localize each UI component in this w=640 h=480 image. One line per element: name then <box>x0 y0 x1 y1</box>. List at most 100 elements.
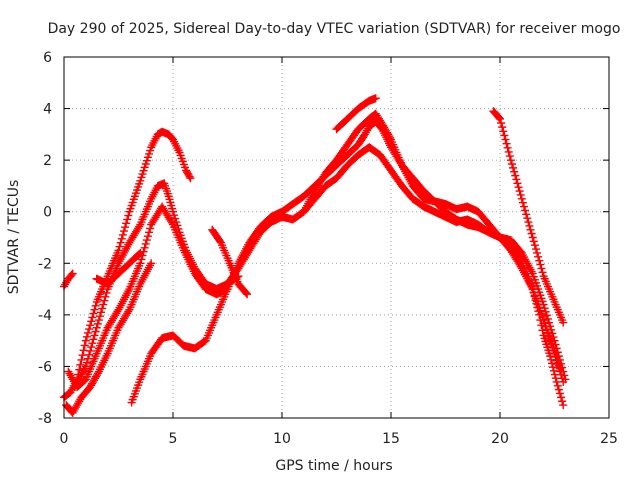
data-point-marker <box>552 344 561 353</box>
data-point-marker <box>545 318 554 327</box>
data-point-marker <box>548 363 557 372</box>
data-point-marker <box>116 238 125 247</box>
data-point-marker <box>124 307 133 316</box>
data-point-marker <box>543 314 552 323</box>
data-point-marker <box>121 223 130 232</box>
data-point-marker <box>500 131 509 140</box>
data-point-marker <box>535 256 544 265</box>
data-point-marker <box>536 260 545 269</box>
data-point-marker <box>94 316 103 325</box>
data-point-marker <box>147 259 156 268</box>
data-point-marker <box>524 218 533 227</box>
data-point-marker <box>186 174 195 183</box>
data-point-marker <box>537 264 546 273</box>
data-point-marker <box>81 336 90 345</box>
data-point-marker <box>90 376 99 385</box>
data-point-marker <box>531 296 540 305</box>
data-point-marker <box>87 381 96 390</box>
series-arc-1 <box>60 269 77 291</box>
data-point-marker <box>559 367 568 376</box>
data-point-marker <box>557 393 566 402</box>
data-point-marker <box>90 331 99 340</box>
data-point-marker <box>382 126 391 135</box>
x-axis-label: GPS time / hours <box>275 458 392 474</box>
x-tick-label: 25 <box>600 431 618 447</box>
data-point-marker <box>533 248 542 257</box>
data-point-marker <box>88 379 97 388</box>
x-tick-label: 0 <box>60 431 69 447</box>
y-tick-label: 6 <box>43 50 52 66</box>
data-point-marker <box>554 385 563 394</box>
data-point-marker <box>95 312 104 321</box>
data-point-marker <box>533 303 542 312</box>
data-point-marker <box>136 259 145 268</box>
data-point-marker <box>89 377 98 386</box>
series-arc-13 <box>485 228 570 384</box>
data-point-marker <box>515 187 524 196</box>
data-point-marker <box>90 305 99 314</box>
data-point-marker <box>76 360 85 369</box>
data-point-marker <box>517 194 526 203</box>
data-point-marker <box>513 179 522 188</box>
data-point-marker <box>88 339 97 348</box>
y-tick-label: -6 <box>38 359 52 375</box>
data-point-marker <box>547 325 556 334</box>
data-point-marker <box>501 135 510 144</box>
data-point-marker <box>497 119 506 128</box>
data-point-marker <box>89 309 98 318</box>
data-point-marker <box>560 371 569 380</box>
data-point-marker <box>505 152 514 161</box>
data-point-marker <box>100 296 109 305</box>
data-point-marker <box>141 239 150 248</box>
data-point-marker <box>87 317 96 326</box>
data-point-marker <box>534 252 543 261</box>
data-point-marker <box>522 210 531 219</box>
y-tick-label: -4 <box>38 308 52 324</box>
data-point-marker <box>384 130 393 139</box>
plot-frame <box>63 56 610 419</box>
data-point-marker <box>512 175 521 184</box>
data-point-marker <box>88 313 97 322</box>
data-point-marker <box>380 123 389 132</box>
x-tick-label: 20 <box>491 431 509 447</box>
data-point-marker <box>532 299 541 308</box>
data-point-marker <box>523 214 532 223</box>
data-point-marker <box>80 341 89 350</box>
data-point-marker <box>536 316 545 325</box>
data-point-marker <box>123 215 132 224</box>
data-point-marker <box>85 350 94 359</box>
y-axis-label: SDTVAR / TECUs <box>6 180 22 295</box>
data-point-marker <box>383 128 392 137</box>
data-point-marker <box>122 219 131 228</box>
data-point-marker <box>542 311 551 320</box>
data-point-marker <box>537 321 546 330</box>
series-arc-9 <box>208 225 252 299</box>
data-point-marker <box>215 237 224 246</box>
x-tick-label: 15 <box>382 431 400 447</box>
data-point-marker <box>549 366 558 375</box>
data-series <box>60 94 570 417</box>
data-point-marker <box>101 292 110 301</box>
data-point-marker <box>516 190 525 199</box>
data-point-marker <box>102 288 111 297</box>
data-point-marker <box>68 269 77 278</box>
data-point-marker <box>87 343 96 352</box>
data-point-marker <box>242 289 251 298</box>
data-point-marker <box>521 206 530 215</box>
data-point-marker <box>559 318 568 327</box>
series-arc-14 <box>528 285 568 410</box>
y-tick-label: 0 <box>43 205 52 221</box>
series-arc-11 <box>332 94 380 134</box>
data-point-marker <box>86 321 95 330</box>
data-point-marker <box>86 383 95 392</box>
data-point-marker <box>135 250 144 259</box>
data-point-marker <box>92 371 101 380</box>
x-tick-label: 5 <box>169 431 178 447</box>
data-point-marker <box>518 198 527 207</box>
data-point-marker <box>510 167 519 176</box>
data-point-marker <box>89 335 98 344</box>
data-point-marker <box>548 359 557 368</box>
data-point-marker <box>529 288 538 297</box>
y-tick-label: -8 <box>38 411 52 427</box>
series-arc-2 <box>60 127 195 402</box>
